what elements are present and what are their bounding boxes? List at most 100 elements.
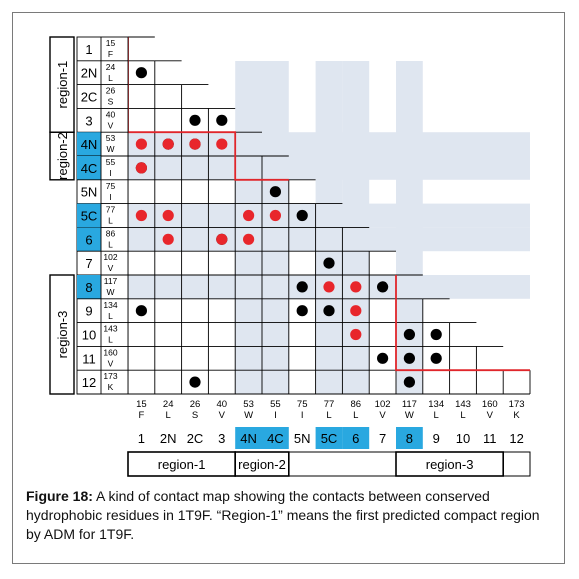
row-id-4N: 4N (81, 137, 98, 152)
row-num-40: 40 (106, 109, 116, 119)
row-id-11: 11 (82, 351, 96, 366)
contact-dot-red (162, 209, 174, 222)
contact-dot-red (189, 138, 201, 150)
row-aa-15: F (108, 49, 113, 59)
contact-dot-black (269, 186, 281, 198)
col-id-11: 11 (483, 431, 497, 446)
row-id-4C: 4C (81, 161, 98, 176)
contact-dot-red (135, 162, 147, 174)
row-aa-40: V (108, 120, 114, 130)
col-id-2C: 2C (187, 431, 204, 446)
row-aa-77: L (108, 216, 113, 226)
contact-dot-red (323, 281, 335, 293)
col-num-77: 77 (324, 399, 335, 410)
col-num-173: 173 (509, 399, 525, 410)
shade-band-col (342, 37, 370, 394)
row-id-2N: 2N (81, 66, 98, 81)
row-id-highlight (77, 156, 101, 180)
contact-dot-black (403, 352, 415, 364)
row-region-box-2 (49, 131, 75, 181)
contact-dot-red (216, 138, 228, 150)
col-aa-117: W (405, 410, 414, 421)
contact-dot-black (216, 114, 228, 126)
row-aa-102: V (108, 263, 114, 273)
row-num-173: 173 (103, 371, 117, 381)
row-id-1: 1 (85, 42, 92, 57)
row-region-label-3: region-3 (55, 311, 70, 359)
contact-dot-black (189, 376, 201, 388)
col-id-highlight (235, 427, 262, 449)
contact-dot-black (323, 257, 335, 269)
row-num-86: 86 (106, 228, 116, 238)
col-id-highlight (315, 427, 343, 449)
row-id-8: 8 (85, 280, 92, 295)
row-id-5C: 5C (81, 209, 98, 224)
contact-dot-red (350, 281, 362, 293)
row-id-6: 6 (85, 232, 92, 247)
row-aa-53: W (106, 144, 114, 154)
col-aa-86: L (353, 410, 358, 421)
contact-dot-black (135, 305, 147, 317)
row-aa-160: V (108, 358, 114, 368)
col-id-7: 7 (379, 431, 386, 446)
col-id-5C: 5C (321, 431, 338, 446)
col-num-24: 24 (163, 399, 174, 410)
col-aa-40: V (219, 410, 226, 421)
row-num-15: 15 (106, 38, 116, 48)
row-id-7: 7 (85, 256, 92, 271)
col-id-12: 12 (509, 431, 523, 446)
row-region-label-1: region-1 (55, 61, 70, 109)
row-num-160: 160 (103, 347, 117, 357)
row-aa-86: L (108, 239, 113, 249)
col-id-6: 6 (352, 431, 359, 446)
contact-dot-black (430, 352, 442, 364)
col-id-highlight (342, 427, 370, 449)
contact-dot-red (243, 233, 255, 245)
row-id-10: 10 (82, 328, 96, 343)
row-aa-173: K (108, 382, 114, 392)
row-id-highlight (77, 227, 101, 252)
row-num-75: 75 (106, 181, 116, 191)
col-id-9: 9 (433, 431, 440, 446)
col-num-26: 26 (190, 399, 201, 410)
row-aa-143: L (108, 335, 113, 345)
row-num-143: 143 (103, 324, 117, 334)
row-num-55: 55 (106, 157, 116, 167)
row-region-box-3 (49, 274, 75, 395)
row-aa-26: S (108, 97, 114, 107)
contact-dot-black (323, 305, 335, 317)
row-num-77: 77 (106, 205, 116, 215)
col-num-40: 40 (217, 399, 228, 410)
row-aa-134: L (108, 311, 113, 321)
contact-dot-red (135, 209, 147, 222)
col-id-3: 3 (218, 431, 225, 446)
contact-dot-black (377, 352, 389, 364)
col-num-117: 117 (402, 399, 417, 410)
row-id-highlight (77, 132, 101, 156)
col-region-box-2 (234, 451, 290, 477)
row-num-26: 26 (106, 86, 116, 96)
contact-dot-red (269, 209, 281, 222)
col-aa-75: I (301, 410, 304, 421)
row-num-134: 134 (103, 300, 117, 310)
col-id-highlight (396, 427, 423, 449)
contact-dot-red (350, 328, 362, 341)
col-aa-143: L (460, 410, 465, 421)
contact-dot-black (189, 114, 201, 126)
shade-band-col (396, 37, 423, 394)
row-num-53: 53 (106, 133, 116, 143)
col-num-134: 134 (428, 399, 444, 410)
row-id-2C: 2C (81, 90, 98, 105)
contact-dot-red (243, 209, 255, 222)
row-aa-24: L (108, 73, 113, 83)
col-num-15: 15 (136, 399, 147, 410)
col-aa-15: F (138, 410, 144, 421)
col-aa-77: L (326, 410, 331, 421)
row-id-5N: 5N (81, 185, 98, 200)
col-region-label-1: region-1 (158, 457, 206, 472)
contact-dot-red (135, 138, 147, 150)
row-aa-55: I (109, 168, 111, 178)
shade-band-row (128, 227, 530, 252)
contact-dot-black (377, 281, 389, 293)
